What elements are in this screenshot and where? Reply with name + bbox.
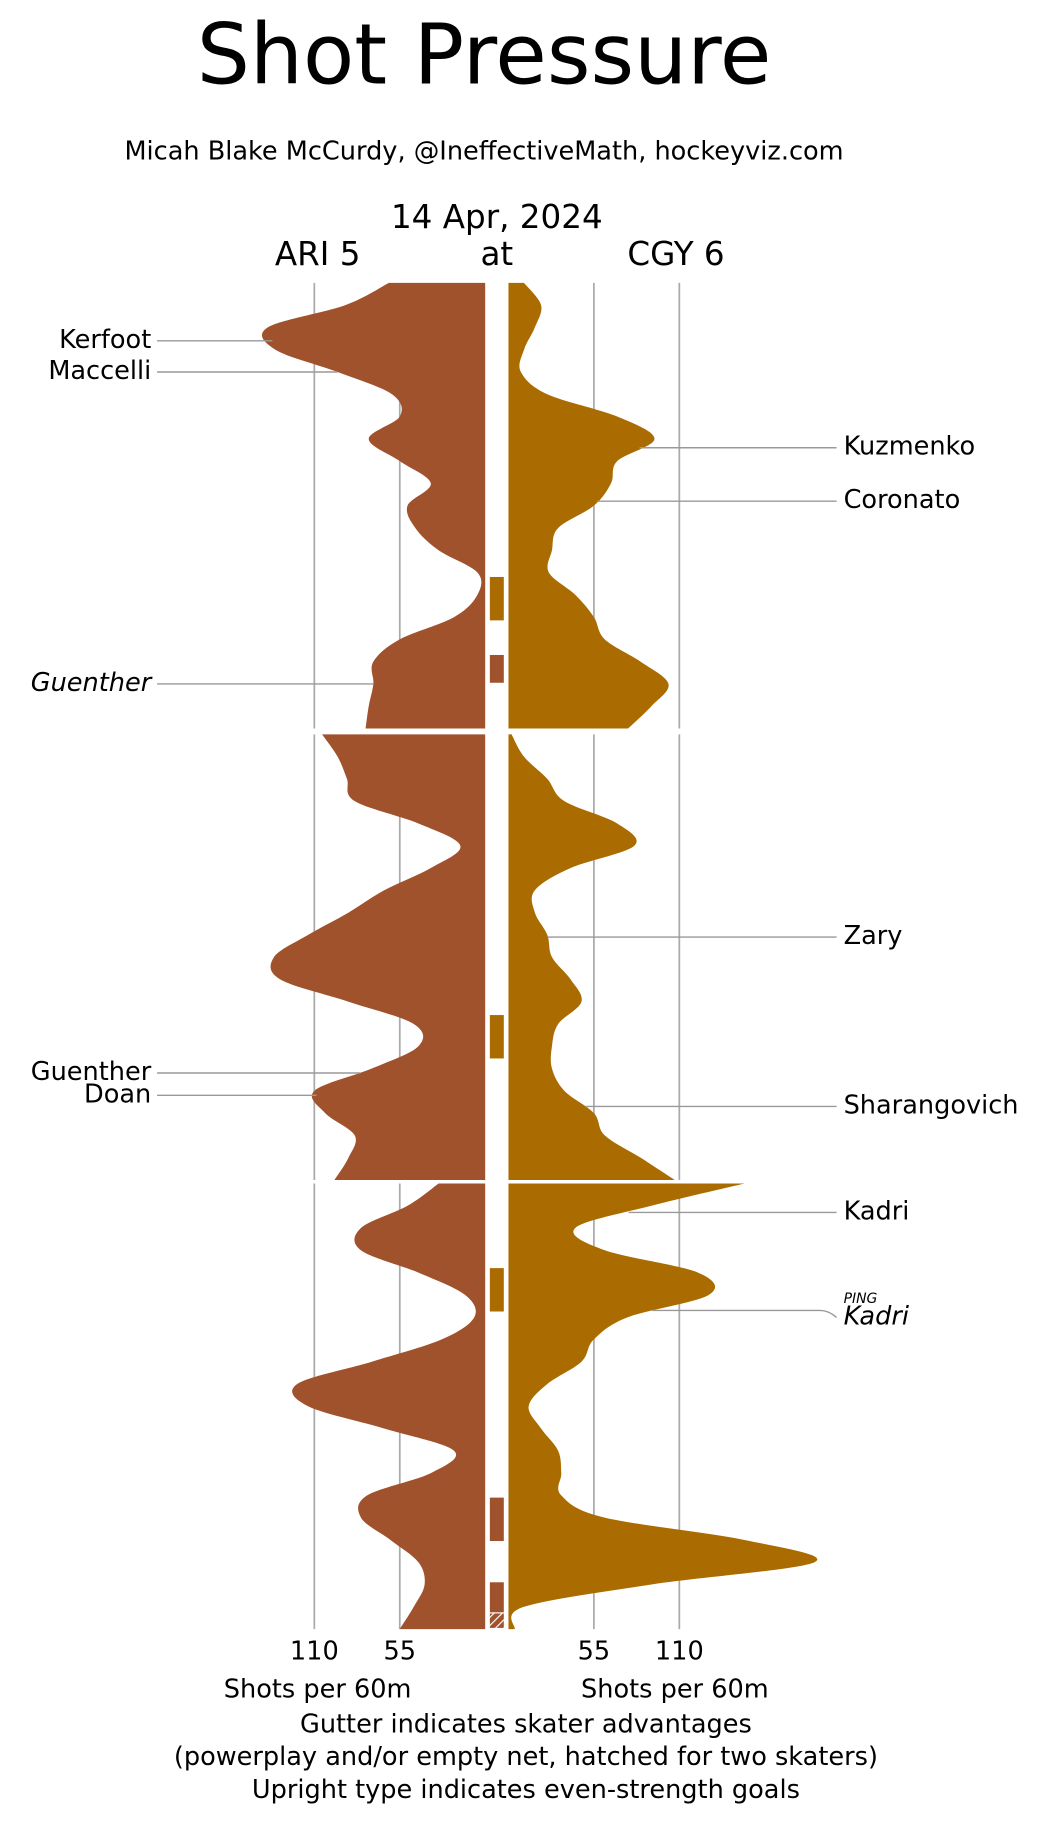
gutter-advantage — [489, 576, 504, 621]
gutter-advantage — [489, 1613, 504, 1628]
goal-label: Maccelli — [48, 356, 151, 386]
pressure-area — [508, 734, 675, 1180]
game-date: 14 Apr, 2024 — [391, 198, 603, 236]
pressure-area — [270, 734, 486, 1180]
goal-label: Sharangovich — [844, 1090, 1019, 1120]
connector: at — [480, 235, 513, 273]
note: (powerplay and/or empty net, hatched for… — [174, 1742, 878, 1772]
goal-leader — [652, 1309, 838, 1318]
x-tick-label: 110 — [290, 1636, 339, 1666]
x-axis-label: Shots per 60m — [224, 1675, 412, 1705]
goal-label: Kuzmenko — [844, 432, 976, 462]
x-tick-label: 55 — [383, 1636, 416, 1666]
away-team: ARI 5 — [275, 235, 361, 273]
pressure-area — [508, 282, 669, 729]
x-tick-label: 55 — [578, 1636, 611, 1666]
note: Upright type indicates even-strength goa… — [252, 1775, 800, 1805]
pressure-area — [261, 282, 486, 729]
gutter-advantage — [489, 1497, 504, 1542]
x-axis-label: Shots per 60m — [581, 1675, 769, 1705]
goal-label: Doan — [84, 1079, 151, 1109]
gutter-advantage — [489, 1015, 504, 1059]
goal-note: PING — [844, 1291, 878, 1307]
goal-label: Kadri — [844, 1196, 910, 1226]
gutter-advantage — [489, 1268, 504, 1312]
goal-label: Coronato — [844, 485, 961, 515]
goal-label: Kadri — [844, 1301, 909, 1331]
x-tick-label: 110 — [655, 1636, 704, 1666]
goal-label: Guenther — [31, 668, 153, 698]
note: Gutter indicates skater advantages — [300, 1710, 752, 1740]
gutter-advantage — [489, 654, 504, 683]
goal-label: Kerfoot — [59, 325, 151, 355]
gutter-advantage — [489, 1582, 504, 1613]
pressure-area — [508, 1183, 818, 1630]
chart-title: Shot Pressure — [197, 6, 772, 104]
pressure-area — [292, 1183, 486, 1630]
home-team: CGY 6 — [627, 235, 724, 273]
goal-label: Guenther — [31, 1057, 152, 1087]
chart-subtitle: Micah Blake McCurdy, @IneffectiveMath, h… — [124, 137, 843, 167]
goal-label: Zary — [844, 921, 903, 951]
